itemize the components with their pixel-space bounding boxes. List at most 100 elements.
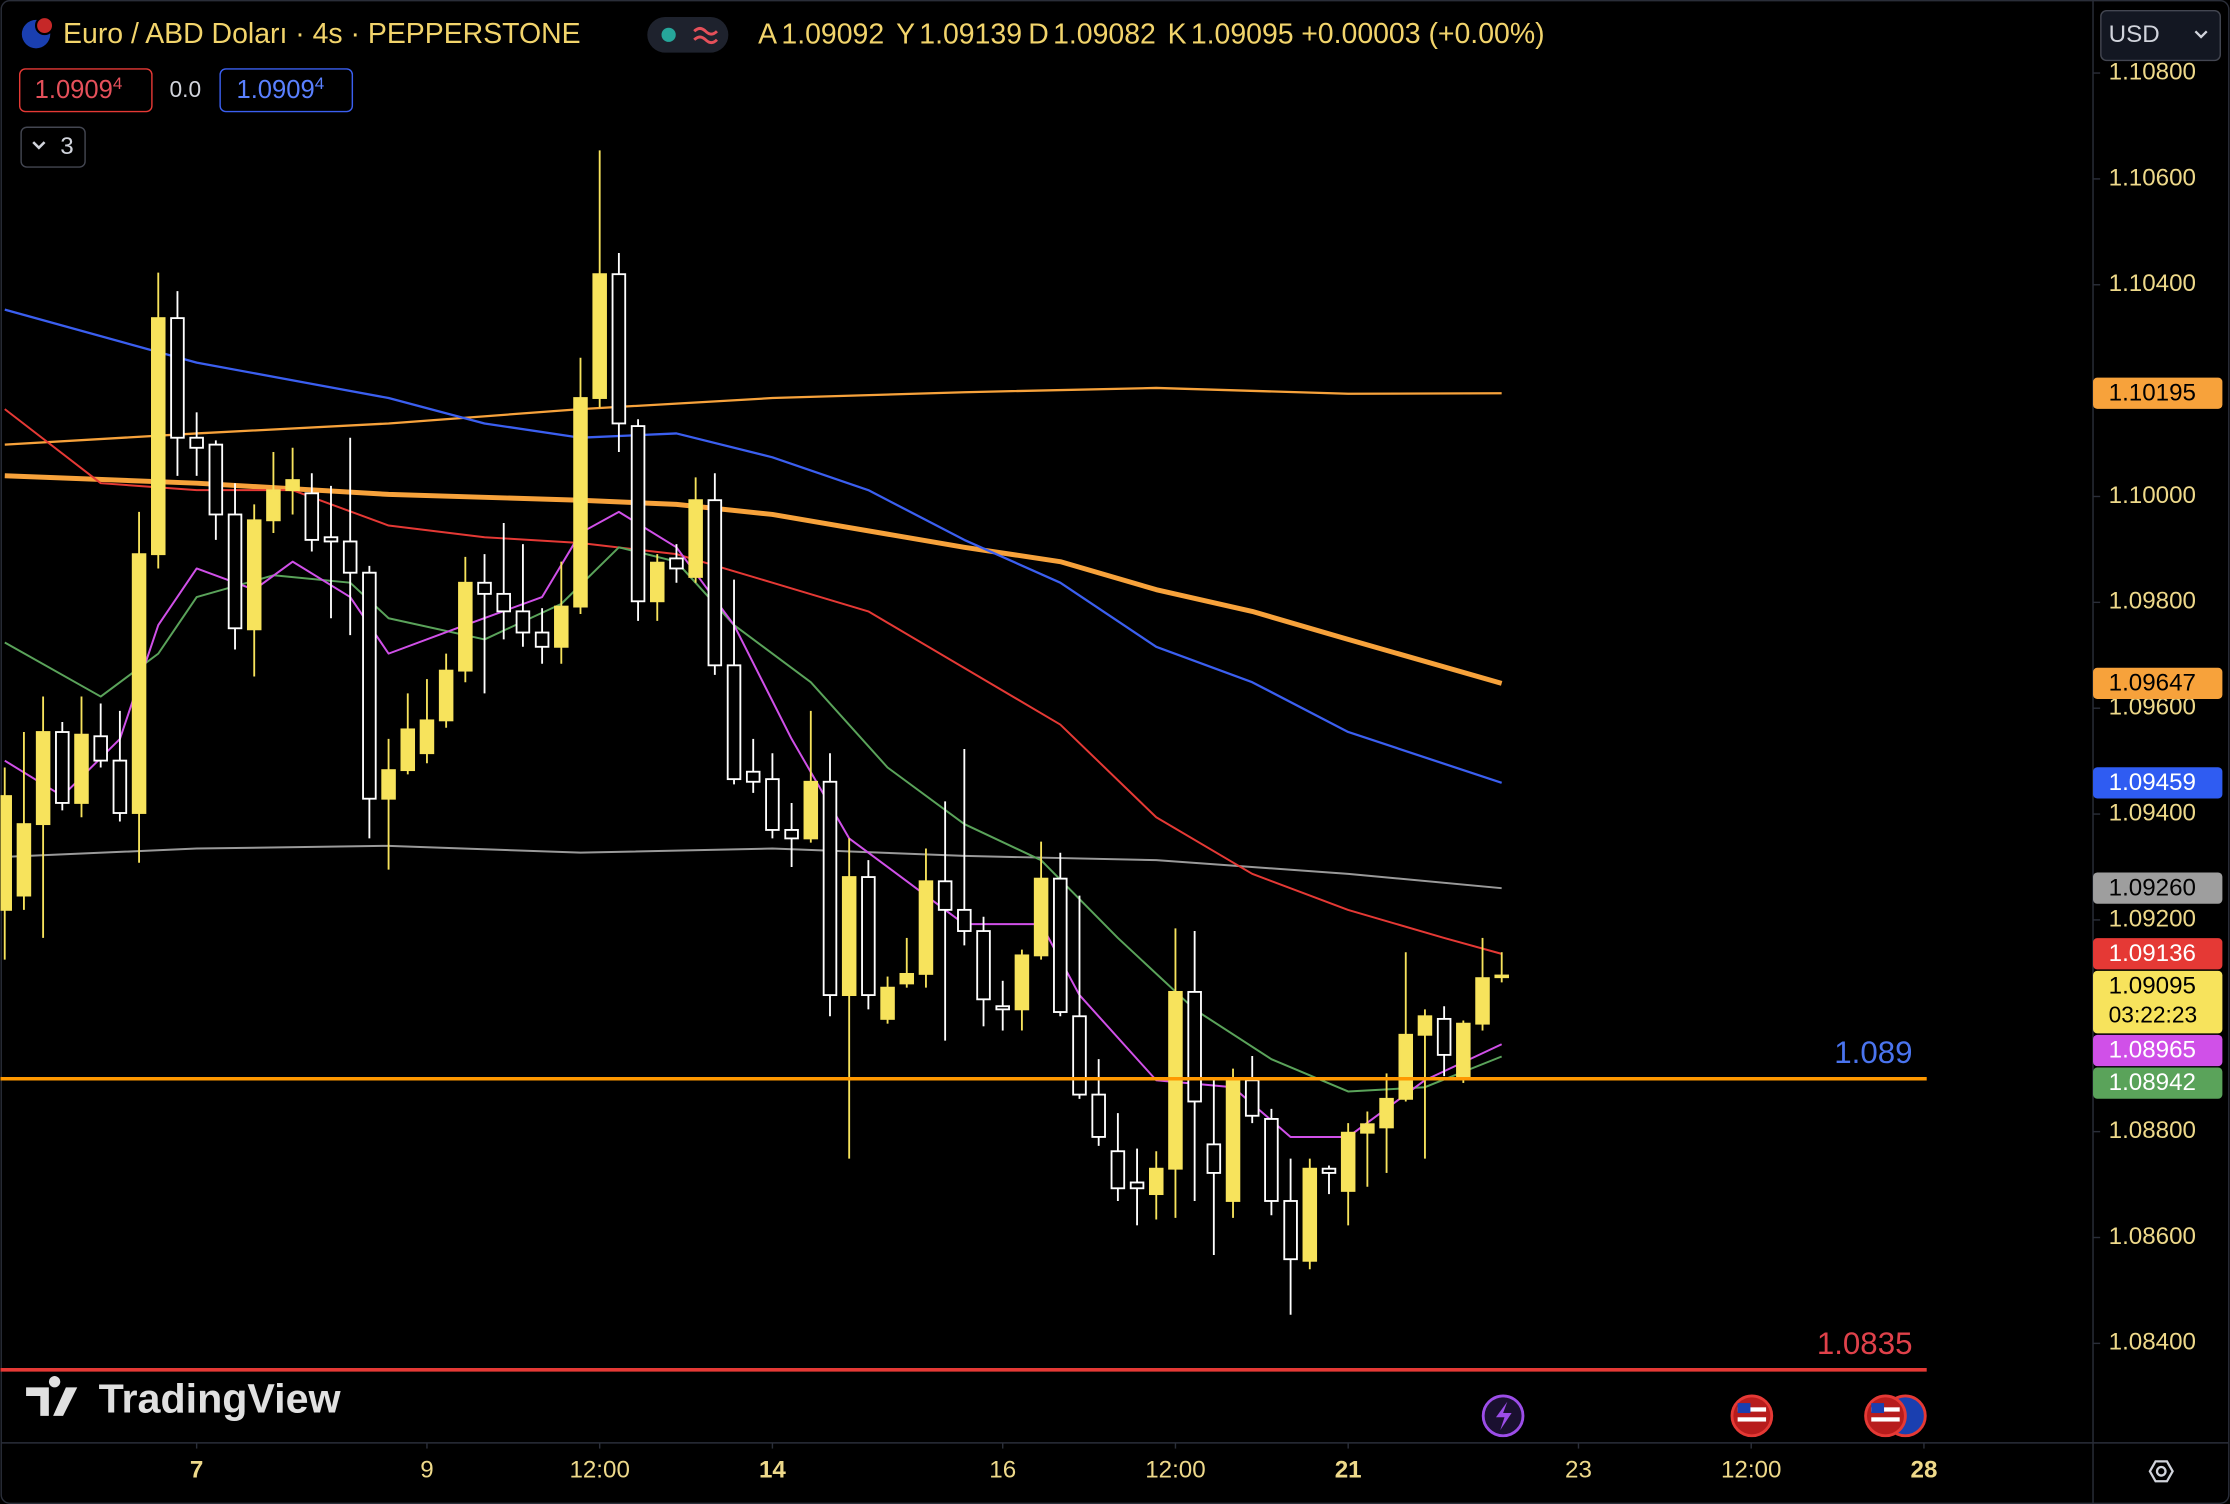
x-tick-label: 12:00 bbox=[1721, 1457, 1781, 1484]
candle-body-down bbox=[515, 610, 531, 634]
candle-body-down bbox=[170, 317, 185, 439]
candle-body-down bbox=[93, 735, 108, 762]
price-tag bbox=[2093, 377, 2223, 409]
buy-price-pip: 4 bbox=[315, 73, 324, 92]
candle-body-down bbox=[822, 780, 838, 997]
candle-body-down bbox=[208, 443, 224, 516]
indicators-count: 3 bbox=[60, 133, 73, 160]
overlay: Euro / ABD Doları · 4s · PEPPERSTONE A 1.… bbox=[18, 9, 2221, 1483]
candle-body-up bbox=[381, 769, 396, 800]
candle-body-down bbox=[1129, 1181, 1145, 1190]
spread: 0.0 bbox=[170, 76, 202, 102]
candle-body-down bbox=[342, 540, 358, 574]
price-tag bbox=[2093, 767, 2223, 799]
x-tick-label: 12:00 bbox=[1145, 1457, 1205, 1484]
candle-body-up bbox=[419, 719, 435, 755]
candle-body-up bbox=[458, 581, 473, 672]
level-label: 1.089 bbox=[1834, 1035, 1912, 1070]
candle-body-up bbox=[1302, 1167, 1318, 1262]
ohlc-label: Y bbox=[896, 18, 915, 50]
candle-body-down bbox=[937, 880, 953, 911]
x-tick-label: 16 bbox=[989, 1457, 1016, 1484]
candle-body-up bbox=[285, 479, 300, 492]
indicators-toggle[interactable] bbox=[20, 126, 86, 168]
candle-body-down bbox=[745, 770, 761, 783]
logo-text: TradingView bbox=[99, 1376, 342, 1422]
ohlc-item: K 1.09095 bbox=[1168, 18, 1294, 50]
candle-body-up bbox=[438, 669, 454, 722]
candle-body-up bbox=[1456, 1022, 1471, 1079]
sell-button[interactable] bbox=[18, 68, 153, 113]
candle-body-up bbox=[1494, 974, 1509, 979]
candle-body-down bbox=[861, 876, 876, 997]
candle-body-up bbox=[1014, 954, 1030, 1011]
status-pill[interactable] bbox=[647, 17, 729, 53]
candle-body-down bbox=[669, 557, 684, 570]
candle-body-up bbox=[1379, 1097, 1394, 1129]
candle-body-down bbox=[957, 908, 972, 932]
price-tag-label: 1.09095 bbox=[2109, 973, 2196, 1000]
ohlc-values: A 1.09092 Y 1.09139 D 1.09082 K 1.09095 bbox=[758, 18, 1293, 50]
price-tag bbox=[2093, 1034, 2223, 1067]
event-icons[interactable] bbox=[1481, 1394, 1927, 1438]
symbol-icon bbox=[21, 15, 55, 49]
settings-icon[interactable] bbox=[2148, 1460, 2174, 1483]
candle-body-down bbox=[630, 425, 646, 603]
price-tag-label: 1.09260 bbox=[2109, 874, 2196, 901]
y-tick-label: 1.10600 bbox=[2109, 164, 2196, 191]
chevron-icon bbox=[32, 141, 46, 150]
candle-body-down bbox=[189, 436, 204, 449]
candle-body-up bbox=[1225, 1079, 1241, 1202]
candle-body-up bbox=[899, 972, 915, 985]
sell-price-main: 1.0909 bbox=[35, 76, 113, 104]
candle-body-down bbox=[976, 930, 991, 1001]
currency-label: USD bbox=[2109, 21, 2160, 48]
candle-body-up bbox=[880, 986, 895, 1020]
candle-body-down bbox=[534, 631, 550, 648]
candle-body-up bbox=[151, 317, 166, 556]
y-tick-label: 1.08400 bbox=[2109, 1329, 2196, 1356]
candle-body-up bbox=[0, 795, 12, 911]
buy-price: 1.09094 bbox=[236, 73, 324, 103]
ohlc-value: 1.09092 bbox=[781, 18, 884, 50]
price-tag-label: 1.08942 bbox=[2109, 1069, 2196, 1096]
candle-body-up bbox=[841, 876, 857, 997]
sell-price-pip: 4 bbox=[113, 73, 122, 92]
price-tag bbox=[2093, 667, 2223, 699]
price-tag-label: 1.09647 bbox=[2109, 669, 2196, 696]
price-tag-label: 1.09136 bbox=[2109, 940, 2196, 967]
x-tick-label: 21 bbox=[1335, 1457, 1362, 1484]
x-tick-label: 14 bbox=[759, 1457, 786, 1484]
candle-body-down bbox=[1091, 1093, 1106, 1138]
ohlc-label: A bbox=[758, 18, 777, 50]
candle-body-down bbox=[477, 581, 492, 595]
candle-body-up bbox=[131, 553, 147, 814]
buy-button[interactable] bbox=[219, 68, 354, 113]
y-tick-label: 1.10400 bbox=[2109, 270, 2196, 297]
ohlc-value: 1.09139 bbox=[919, 18, 1022, 50]
currency-button[interactable] bbox=[2100, 9, 2221, 62]
candle-body-down bbox=[227, 513, 243, 630]
chevron-icon bbox=[2194, 30, 2208, 39]
candle-body-down bbox=[304, 492, 320, 541]
moving-average-line bbox=[4, 473, 1503, 686]
ohlc-item: Y 1.09139 bbox=[896, 18, 1022, 50]
price-tag bbox=[2093, 872, 2223, 904]
candle-body-up bbox=[650, 561, 665, 603]
candle-body-up bbox=[16, 823, 32, 897]
candle-body-down bbox=[112, 759, 128, 814]
candle-body-down bbox=[1436, 1017, 1452, 1056]
axes: 1.10800 1.10600 1.10400 1.10000 1.09800 1.096… bbox=[190, 58, 2196, 1483]
countdown: 03:22:23 bbox=[2109, 1001, 2198, 1027]
price-tags: 1.10195 1.09647 1.09459 1.09260 1.09136 1.090… bbox=[2093, 377, 2223, 1099]
candle-body-up bbox=[1360, 1123, 1375, 1134]
price-tag-label: 1.10195 bbox=[2109, 379, 2196, 406]
ohlc-item: D 1.09082 bbox=[1028, 18, 1156, 50]
ohlc-label: D bbox=[1028, 18, 1049, 50]
candle-body-up bbox=[35, 731, 51, 826]
price-tag bbox=[2093, 1067, 2223, 1099]
y-tick-label: 1.09400 bbox=[2109, 799, 2196, 826]
